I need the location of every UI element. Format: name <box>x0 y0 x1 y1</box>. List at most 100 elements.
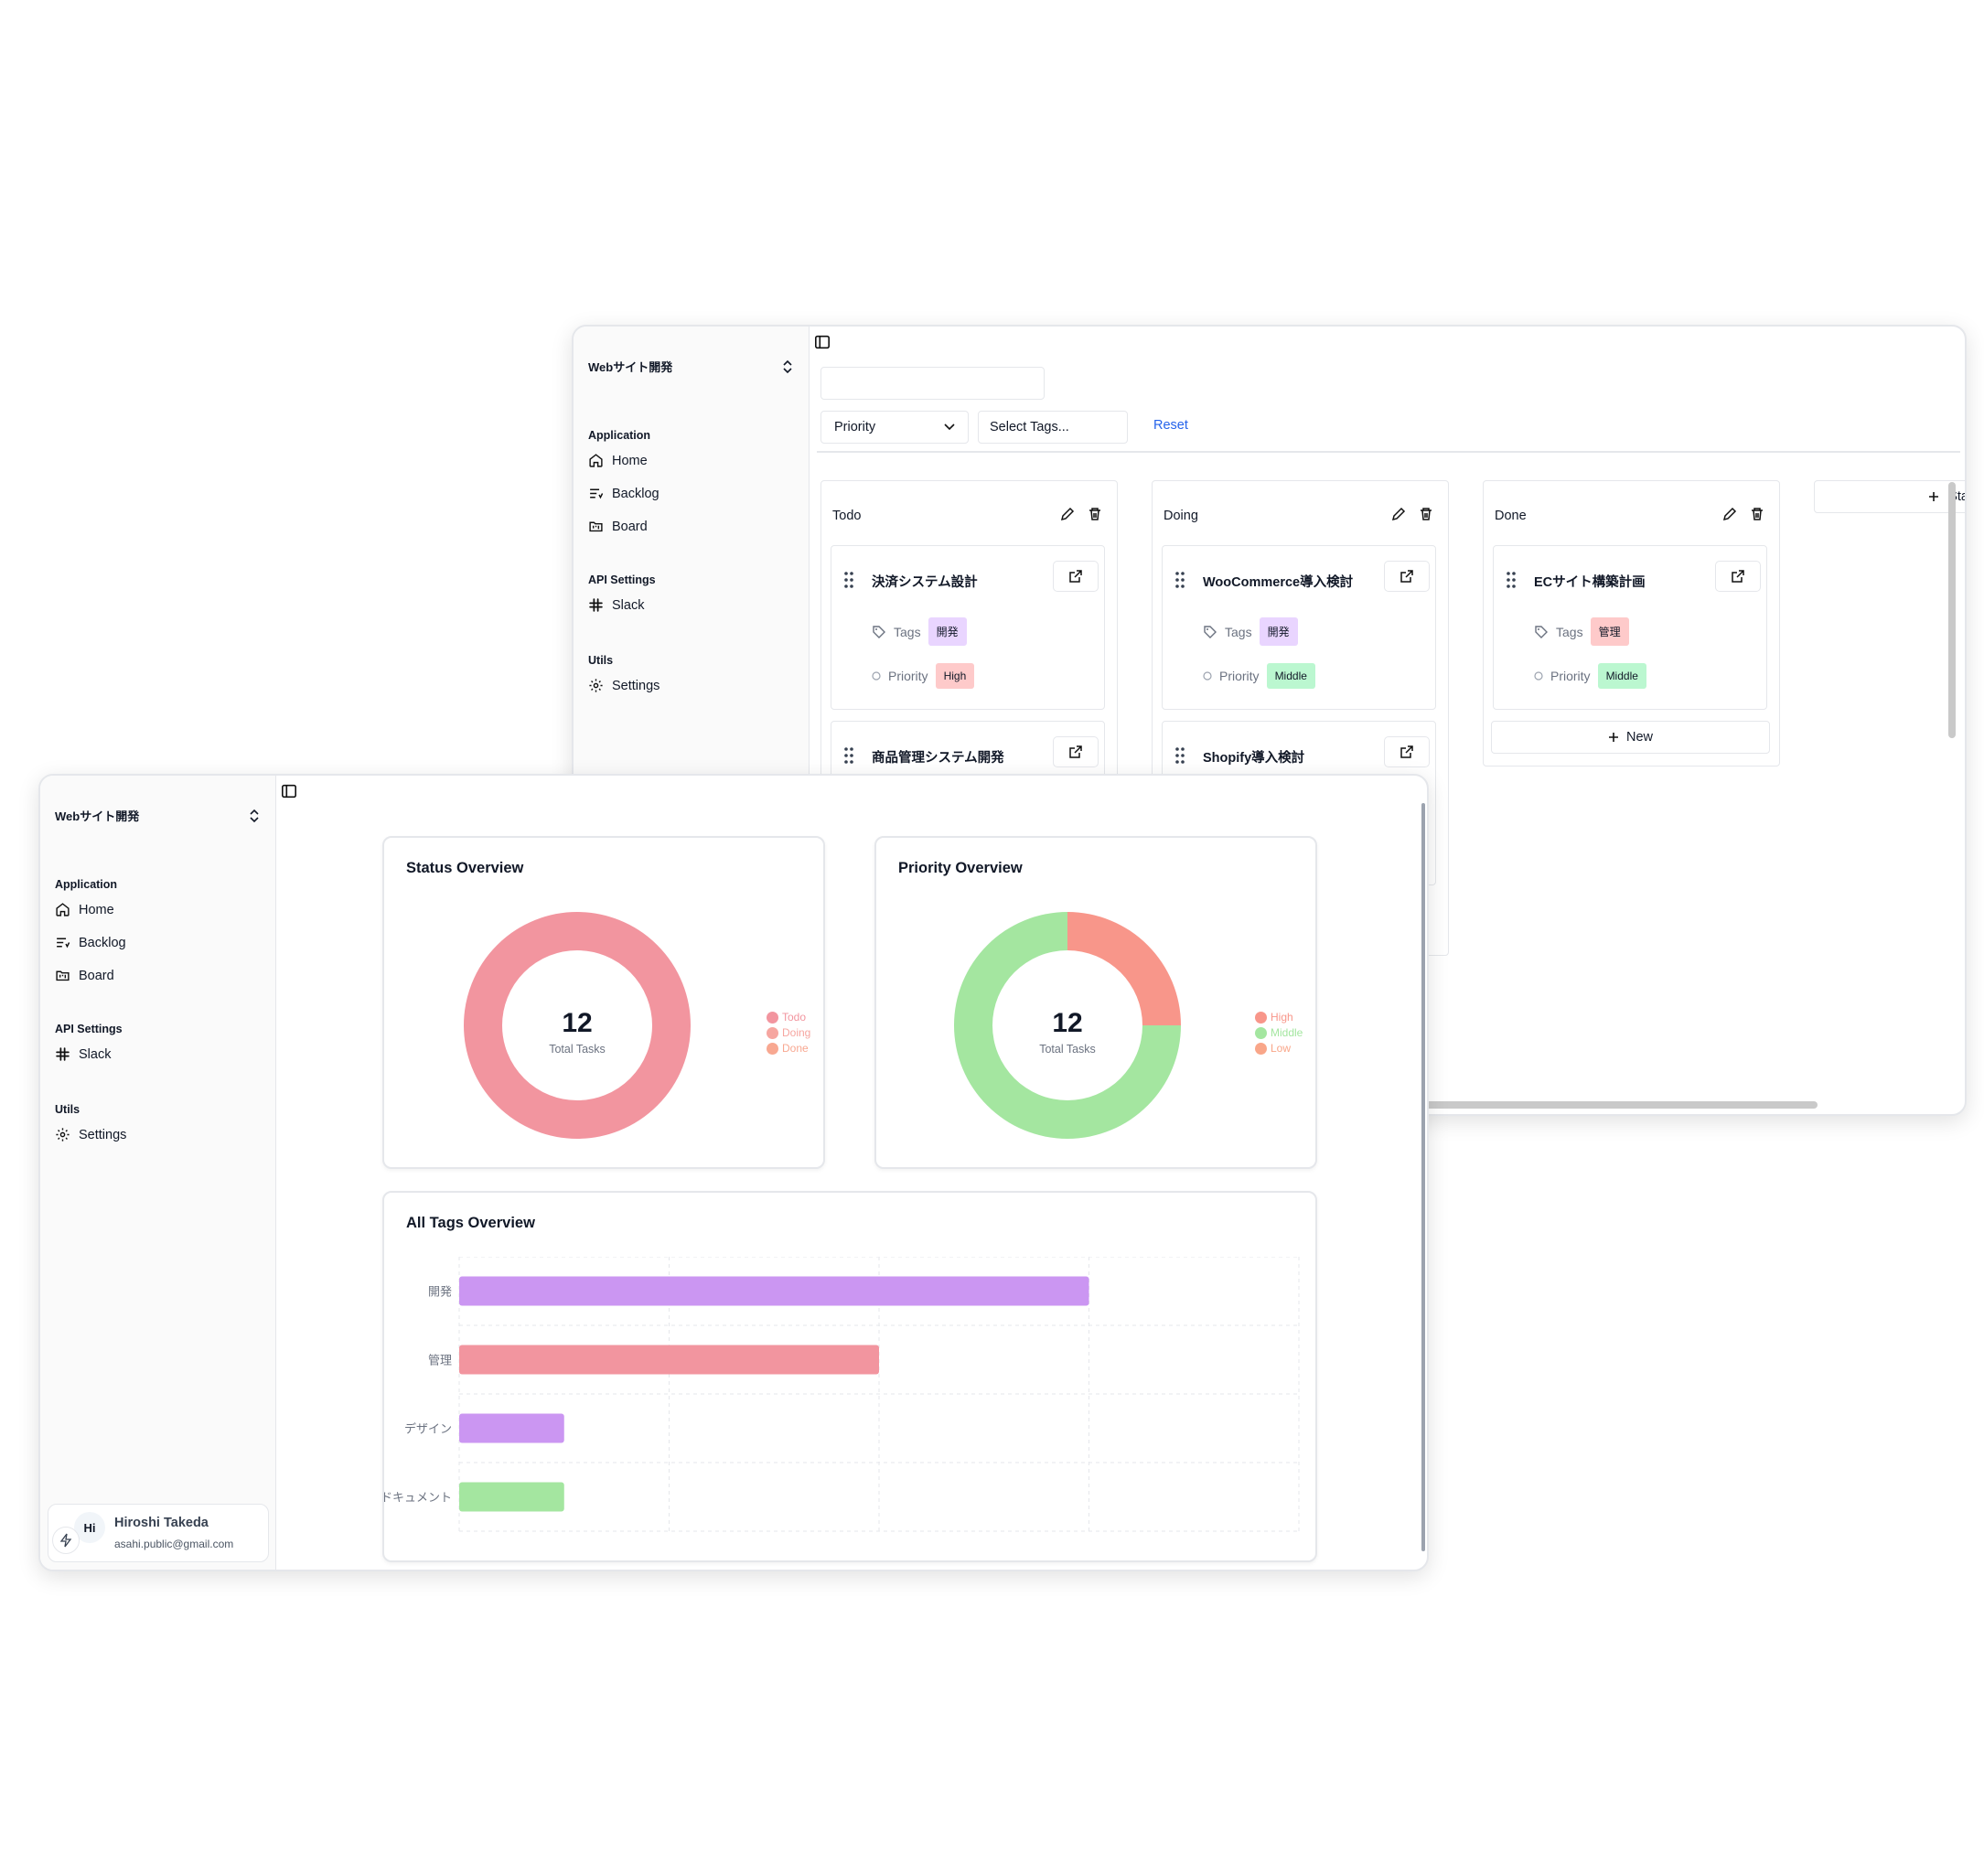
open-task-button[interactable] <box>1053 561 1099 592</box>
new-task-button[interactable]: New <box>1491 721 1770 754</box>
legend-dot <box>767 1027 778 1039</box>
divider <box>817 451 1960 453</box>
reset-link[interactable]: Reset <box>1153 418 1188 433</box>
legend-item: Todo <box>767 1010 810 1025</box>
column-done: Done ECサイト構築計画 Tags 管理 Priority Middle N… <box>1483 480 1780 766</box>
task-card[interactable]: ECサイト構築計画 Tags 管理 Priority Middle <box>1493 545 1767 710</box>
grip-vertical-icon[interactable] <box>1507 572 1516 588</box>
plus-icon <box>1608 733 1618 742</box>
slice-middle <box>954 912 1181 1139</box>
tags-overview-card: All Tags Overview 開発 管理 デザイン ドキュメント <box>382 1191 1317 1562</box>
legend-dot <box>767 1012 778 1024</box>
tag-icon <box>1204 625 1217 638</box>
folder-kanban-icon <box>589 521 603 532</box>
task-title: 商品管理システム開発 <box>872 751 1004 766</box>
trash-icon[interactable] <box>1419 507 1433 521</box>
team-switcher[interactable]: Webサイト開発 <box>588 358 794 375</box>
circle-icon <box>1203 671 1212 681</box>
open-task-button[interactable] <box>1053 736 1099 767</box>
vertical-scrollbar[interactable] <box>1421 803 1425 1551</box>
external-link-icon <box>1069 570 1082 583</box>
user-email: asahi.public@gmail.com <box>114 1538 234 1550</box>
card-title: Status Overview <box>406 860 524 876</box>
horizontal-scrollbar[interactable] <box>1269 1101 1818 1109</box>
priority-badge: Middle <box>1266 663 1315 689</box>
nav-board[interactable]: Board <box>588 519 648 534</box>
circle-icon <box>1534 671 1543 681</box>
column-title: Done <box>1495 509 1527 523</box>
dashboard-window: Webサイト開発 Application Home Backlog Board … <box>38 774 1429 1571</box>
nav-settings[interactable]: Settings <box>55 1127 126 1142</box>
search-input[interactable] <box>820 367 1045 400</box>
trash-icon[interactable] <box>1750 507 1764 521</box>
status-donut-chart <box>464 912 691 1139</box>
grip-vertical-icon[interactable] <box>844 572 853 588</box>
sidebar-toggle-icon[interactable] <box>281 783 297 799</box>
nav-home[interactable]: Home <box>588 453 648 468</box>
priority-donut-chart <box>954 912 1181 1139</box>
nav-home[interactable]: Home <box>55 902 114 917</box>
lightning-icon <box>59 1533 72 1548</box>
nav-slack[interactable]: Slack <box>588 597 644 613</box>
total-label: Total Tasks <box>549 1043 606 1056</box>
grip-vertical-icon[interactable] <box>1175 572 1185 588</box>
external-link-icon <box>1400 570 1413 583</box>
pencil-icon[interactable] <box>1722 507 1737 521</box>
sidebar-toggle-icon[interactable] <box>814 334 831 350</box>
lightning-button[interactable] <box>52 1527 80 1554</box>
circle-icon <box>872 671 881 681</box>
task-title: ECサイト構築計画 <box>1534 575 1646 590</box>
task-card[interactable]: WooCommerce導入検討 Tags 開発 Priority Middle <box>1162 545 1436 710</box>
grip-vertical-icon[interactable] <box>844 747 853 764</box>
list-icon <box>590 488 604 499</box>
task-title: WooCommerce導入検討 <box>1203 575 1354 590</box>
home-icon <box>589 454 603 467</box>
team-name: Webサイト開発 <box>55 809 140 823</box>
trash-icon[interactable] <box>1088 507 1102 521</box>
task-title: 決済システム設計 <box>872 575 978 590</box>
add-status-button[interactable]: Sta <box>1814 480 1965 513</box>
pencil-icon[interactable] <box>1391 507 1406 521</box>
legend-dot <box>1255 1012 1267 1024</box>
section-utils: Utils <box>55 1103 80 1116</box>
grip-vertical-icon[interactable] <box>1175 747 1185 764</box>
total-label: Total Tasks <box>1039 1043 1096 1056</box>
tag-icon <box>1535 625 1548 638</box>
status-overview-card: Status Overview 12 Total Tasks Todo Doin… <box>382 836 825 1169</box>
user-menu[interactable]: Hi Hiroshi Takeda asahi.public@gmail.com <box>48 1504 269 1562</box>
open-task-button[interactable] <box>1384 561 1430 592</box>
nav-backlog[interactable]: Backlog <box>55 935 126 950</box>
priority-overview-card: Priority Overview 12 Total Tasks High Mi… <box>874 836 1317 1169</box>
task-card[interactable]: 決済システム設計 Tags 開発 Priority High <box>831 545 1105 710</box>
card-title: Priority Overview <box>898 860 1023 876</box>
priority-select[interactable]: Priority <box>820 411 969 444</box>
tag-badge: 管理 <box>1590 617 1629 646</box>
legend-item: High <box>1255 1010 1303 1025</box>
task-title: Shopify導入検討 <box>1203 751 1305 766</box>
tick-label: デザイン <box>404 1422 452 1436</box>
total-count: 12 <box>1052 1008 1083 1038</box>
external-link-icon <box>1069 745 1082 758</box>
nav-board[interactable]: Board <box>55 968 114 983</box>
column-title: Doing <box>1164 509 1198 523</box>
tick-label: 管理 <box>428 1354 452 1367</box>
team-switcher[interactable]: Webサイト開発 <box>55 807 261 824</box>
plus-icon <box>1929 492 1939 501</box>
section-api-settings: API Settings <box>55 1023 123 1035</box>
pencil-icon[interactable] <box>1060 507 1075 521</box>
open-task-button[interactable] <box>1384 736 1430 767</box>
legend-dot <box>1255 1043 1267 1055</box>
sidebar: Webサイト開発 Application Home Backlog Board … <box>40 776 276 1570</box>
nav-settings[interactable]: Settings <box>588 678 660 693</box>
nav-backlog[interactable]: Backlog <box>588 486 660 501</box>
slice-todo <box>464 912 691 1139</box>
external-link-icon <box>1732 570 1744 583</box>
chevron-down-icon <box>944 423 955 431</box>
tick-label: 開発 <box>428 1285 452 1299</box>
gear-icon <box>56 1128 70 1142</box>
vertical-scrollbar[interactable] <box>1948 482 1956 738</box>
nav-slack[interactable]: Slack <box>55 1046 111 1062</box>
column-title: Todo <box>832 509 862 523</box>
open-task-button[interactable] <box>1715 561 1761 592</box>
tags-select[interactable]: Select Tags... <box>978 411 1128 444</box>
